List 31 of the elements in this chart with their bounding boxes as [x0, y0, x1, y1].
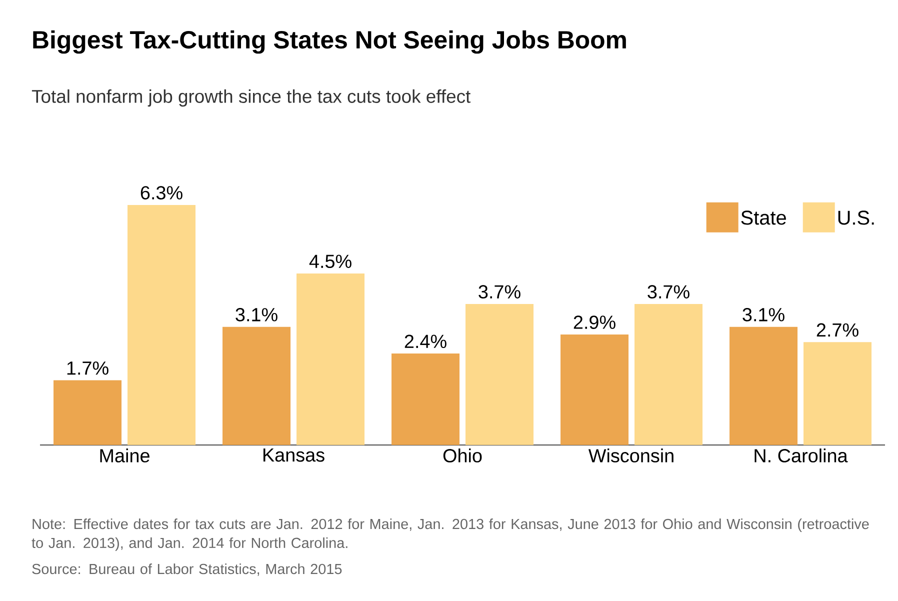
data-label: 2.4%: [404, 334, 446, 348]
bar: [634, 304, 703, 445]
x-tick-label: Wisconsin: [588, 448, 674, 462]
x-tick-label: N. Carolina: [754, 448, 848, 462]
data-label: 3.1%: [742, 308, 784, 322]
legend-label: U.S.: [838, 210, 874, 225]
bar: [466, 304, 534, 445]
bar: [560, 334, 629, 445]
source-note: Source: Bureau of Labor Statistics, March 2015: [32, 564, 342, 576]
text: Note: Effective dates for tax cuts are Jan. 2012 for Maine, Jan. 2013 for Kansas, June 2013 for Ohio and Wisconsin (retroactive to Jan. 2013), and Jan. 2014 for North Carolina.: [32, 518, 869, 551]
data-label: 3.7%: [648, 285, 690, 299]
bar: [804, 342, 872, 445]
data-label: 2.9%: [574, 316, 616, 329]
data-label: 4.5%: [309, 254, 352, 268]
bar: [730, 326, 798, 445]
x-tick-label: Maine: [100, 448, 150, 462]
bar: [222, 326, 291, 445]
bar: [54, 380, 122, 445]
chart-title: Biggest Tax-Cutting States Not Seeing Jobs Boom: [33, 30, 626, 54]
chart-subtitle: Total nonfarm job growth since the tax cuts took effect: [32, 89, 471, 107]
bar: [296, 274, 365, 445]
data-label: 6.3%: [140, 186, 182, 200]
bar: [128, 204, 196, 445]
x-tick-label: Kansas: [263, 448, 324, 462]
x-tick-label: Ohio: [443, 448, 482, 462]
legend-label: State: [741, 210, 786, 225]
data-label: 2.7%: [816, 323, 858, 337]
data-label: 3.7%: [478, 285, 520, 299]
data-label: 3.1%: [236, 308, 278, 322]
data-label: 1.7%: [67, 361, 108, 375]
bar: [392, 354, 460, 445]
